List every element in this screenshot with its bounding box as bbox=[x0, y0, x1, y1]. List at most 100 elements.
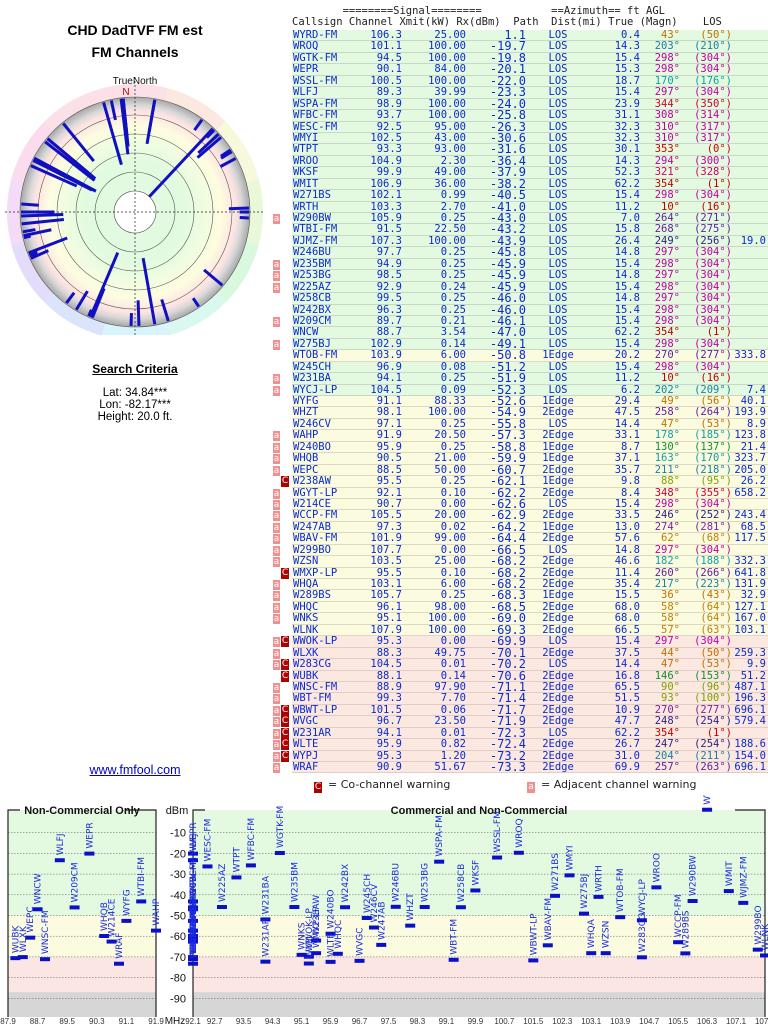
table-row[interactable]: WROQ 101.1 100.00 -19.7 LOS 14.3 203° (210°) bbox=[272, 40, 768, 53]
table-row[interactable]: WFBC-FM 93.7 100.00 -25.8 LOS 31.1 308° (314°) bbox=[272, 109, 768, 122]
callsign[interactable]: WLXK bbox=[293, 646, 319, 659]
table-row[interactable]: a C WLTE 95.9 0.82 -72.4 2Edge 26.7 247° (254°) 18… bbox=[272, 738, 768, 751]
table-row[interactable]: C WMXP-LP 95.5 0.10 -68.2 2Edge 11.4 260° (266°)… bbox=[272, 566, 768, 579]
callsign[interactable]: WBT-FM bbox=[293, 692, 331, 705]
callsign[interactable]: W253BG bbox=[293, 269, 331, 282]
table-row[interactable]: W245CH 96.9 0.08 -51.2 LOS 15.4 298° (304°) bbox=[272, 360, 768, 374]
callsign[interactable]: WLNK bbox=[293, 623, 319, 636]
callsign[interactable]: WRAF bbox=[293, 761, 319, 773]
table-row[interactable]: WNCW 88.7 3.54 -47.0 LOS 62.2 354° (1°) bbox=[272, 326, 768, 339]
callsign[interactable]: WMIT bbox=[293, 177, 319, 190]
callsign[interactable]: W247AB bbox=[293, 520, 331, 533]
callsign[interactable]: WHQB bbox=[293, 452, 319, 465]
callsign[interactable]: WROO bbox=[293, 154, 319, 167]
table-row[interactable]: a W275BJ 102.9 0.14 -49.1 LOS 15.4 298° (304°) bbox=[272, 337, 768, 351]
table-row[interactable]: a WLXK 88.3 49.75 -70.1 2Edge 37.5 44° (50°) 259.… bbox=[272, 646, 768, 660]
table-row[interactable]: a C WVGC 96.7 23.50 -71.9 2Edge 47.7 248° (254°) 5… bbox=[272, 715, 768, 728]
callsign[interactable]: W283CG bbox=[293, 658, 331, 671]
callsign[interactable]: W290BW bbox=[293, 212, 331, 224]
callsign[interactable]: WBWT-LP bbox=[293, 703, 338, 716]
callsign[interactable]: WZSN bbox=[293, 555, 319, 568]
table-row[interactable]: C WUBK 88.1 0.14 -70.6 2Edge 16.8 146° (153°) 51.… bbox=[272, 669, 768, 682]
table-row[interactable]: WTOB-FM 103.9 6.00 -50.8 1Edge 20.2 270° (277°)… bbox=[272, 349, 768, 362]
callsign[interactable]: WYFG bbox=[293, 395, 319, 407]
table-row[interactable]: a WZSN 103.5 25.00 -68.2 2Edge 46.6 182° (188°) 3… bbox=[272, 555, 768, 568]
callsign[interactable]: W299BO bbox=[293, 543, 331, 556]
callsign[interactable]: W245CH bbox=[293, 360, 331, 373]
callsign[interactable]: WHQC bbox=[293, 600, 319, 613]
callsign[interactable]: W271BS bbox=[293, 189, 331, 202]
table-row[interactable]: a W235BM 94.9 0.25 -45.9 LOS 15.4 298° (304°) bbox=[272, 257, 768, 271]
callsign[interactable]: WAHP bbox=[293, 429, 319, 442]
callsign[interactable]: W238AW bbox=[293, 475, 331, 488]
table-row[interactable]: a W214CE 90.7 0.00 -62.6 LOS 15.4 298° (304°) bbox=[272, 497, 768, 511]
callsign[interactable]: WHZT bbox=[293, 406, 319, 419]
callsign[interactable]: WSPA-FM bbox=[293, 97, 338, 110]
table-row[interactable]: WRTH 103.3 2.70 -41.0 LOS 11.2 10° (16°) bbox=[272, 200, 768, 213]
callsign[interactable]: WKSF bbox=[293, 166, 319, 179]
table-row[interactable]: W242BX 96.3 0.25 -46.0 LOS 15.4 298° (304°) bbox=[272, 303, 768, 316]
table-row[interactable]: a C WWOK-LP 95.3 0.00 -69.9 LOS 15.4 297° (304°) bbox=[272, 635, 768, 648]
callsign[interactable]: WEPC bbox=[293, 463, 319, 476]
table-row[interactable]: a WHQB 90.5 21.00 -59.9 1Edge 37.1 163° (170°) 32… bbox=[272, 452, 768, 465]
table-row[interactable]: a WYCJ-LP 104.5 0.09 -52.3 LOS 6.2 202° (209°) 7.… bbox=[272, 384, 768, 396]
table-row[interactable]: a W247AB 97.3 0.02 -64.2 1Edge 13.0 274° (281°) 6… bbox=[272, 520, 768, 534]
table-row[interactable]: W246CV 97.1 0.25 -55.8 LOS 14.4 47° (53°) 8.9 bbox=[272, 418, 768, 431]
table-row[interactable]: a C W231AR 94.1 0.01 -72.3 LOS 62.2 354° (1°) bbox=[272, 727, 768, 740]
callsign[interactable]: W235BM bbox=[293, 257, 331, 270]
table-row[interactable]: a W253BG 98.5 0.25 -45.9 LOS 14.8 297° (304°) bbox=[272, 269, 768, 282]
table-row[interactable]: a W209CM 89.7 0.21 -46.1 LOS 15.4 298° (304°) bbox=[272, 315, 768, 328]
callsign[interactable]: W240BO bbox=[293, 440, 331, 453]
callsign[interactable]: WNSC-FM bbox=[293, 680, 338, 693]
table-row[interactable]: a WBAV-FM 101.9 99.00 -64.4 2Edge 57.6 62° (68°)… bbox=[272, 533, 768, 545]
table-row[interactable]: a C W283CG 104.5 0.01 -70.2 LOS 14.4 47° (53°) 9.9 bbox=[272, 658, 768, 671]
fmfool-link[interactable]: www.fmfool.com bbox=[89, 763, 181, 777]
table-row[interactable]: a WHQA 103.1 6.00 -68.2 2Edge 35.4 217° (223°) 13… bbox=[272, 578, 768, 591]
table-row[interactable]: a WAHP 91.9 20.50 -57.3 2Edge 33.1 178° (185°) 12… bbox=[272, 429, 768, 442]
callsign[interactable]: WGYT-LP bbox=[293, 486, 338, 499]
table-row[interactable]: a C WBWT-LP 101.5 0.06 -71.7 2Edge 10.9 270° (277… bbox=[272, 703, 768, 717]
callsign[interactable]: WLTE bbox=[293, 738, 319, 751]
callsign[interactable]: W242BX bbox=[293, 303, 331, 316]
callsign[interactable]: WJMZ-FM bbox=[293, 234, 338, 247]
table-row[interactable]: WLFJ 89.3 39.99 -23.3 LOS 15.4 297° (304°) bbox=[272, 86, 768, 99]
callsign[interactable]: WVGC bbox=[293, 715, 319, 728]
callsign[interactable]: WROQ bbox=[293, 40, 319, 53]
callsign[interactable]: WLFJ bbox=[293, 86, 319, 99]
callsign[interactable]: WTBI-FM bbox=[293, 223, 338, 236]
table-row[interactable]: WSSL-FM 100.5 100.00 -22.0 LOS 18.7 170° (176°) bbox=[272, 74, 768, 88]
table-row[interactable]: a WNSC-FM 88.9 97.90 -71.1 2Edge 65.5 90° (96°) 4… bbox=[272, 680, 768, 694]
callsign[interactable]: WGTK-FM bbox=[293, 51, 338, 64]
table-row[interactable]: WJMZ-FM 107.3 100.00 -43.9 LOS 26.4 249° (256°)… bbox=[272, 234, 768, 248]
callsign[interactable]: WNKS bbox=[293, 612, 319, 625]
table-row[interactable]: WYFG 91.1 88.33 -52.6 1Edge 29.4 49° (56°) 40.1 bbox=[272, 395, 768, 408]
callsign[interactable]: WUBK bbox=[293, 669, 319, 682]
callsign[interactable]: WMXP-LP bbox=[293, 566, 338, 579]
table-row[interactable]: WTPT 93.3 93.00 -31.6 LOS 30.1 353° (0°) bbox=[272, 144, 768, 156]
table-row[interactable]: WGTK-FM 94.5 100.00 -19.8 LOS 15.4 298° (304°) bbox=[272, 51, 768, 65]
table-row[interactable]: a WGYT-LP 92.1 0.10 -62.2 2Edge 8.4 348° (355°) 6… bbox=[272, 486, 768, 499]
callsign[interactable]: W225AZ bbox=[293, 280, 331, 293]
callsign[interactable]: W275BJ bbox=[293, 337, 331, 350]
table-row[interactable]: WLNK 107.9 100.00 -69.3 2Edge 66.5 57° (63°) 103… bbox=[272, 623, 768, 637]
table-row[interactable]: a W299BO 107.7 0.00 -66.5 LOS 14.8 297° (304°) bbox=[272, 543, 768, 557]
table-row[interactable]: WMYI 102.5 43.00 -30.6 LOS 32.3 310° (317°) bbox=[272, 131, 768, 145]
table-row[interactable]: WSPA-FM 98.9 100.00 -24.0 LOS 23.9 344° (350°) bbox=[272, 97, 768, 111]
callsign[interactable]: WRTH bbox=[293, 200, 319, 213]
table-row[interactable]: a W231BA 94.1 0.25 -51.9 LOS 11.2 10° (16°) bbox=[272, 372, 768, 385]
table-row[interactable]: WTBI-FM 91.5 22.50 -43.2 LOS 15.8 268° (275°) bbox=[272, 223, 768, 236]
callsign[interactable]: WYRD-FM bbox=[293, 29, 338, 41]
table-row[interactable]: C W238AW 95.5 0.25 -62.1 1Edge 9.8 88° (95°) 26.2 bbox=[272, 475, 768, 488]
table-row[interactable]: a W240BO 95.9 0.25 -58.8 1Edge 8.7 130° (137°) 21… bbox=[272, 440, 768, 454]
callsign[interactable]: WTOB-FM bbox=[293, 349, 338, 362]
table-row[interactable]: a WCCP-FM 105.5 20.00 -62.9 2Edge 33.5 246° (252… bbox=[272, 510, 768, 522]
callsign[interactable]: WNCW bbox=[293, 326, 319, 339]
table-row[interactable]: WKSF 99.9 49.00 -37.9 LOS 52.3 321° (328°) bbox=[272, 166, 768, 179]
callsign[interactable]: WMYI bbox=[293, 131, 319, 144]
table-row[interactable]: WHZT 98.1 100.00 -54.9 2Edge 47.5 258° (264°) 19… bbox=[272, 406, 768, 419]
callsign[interactable]: W258CB bbox=[293, 292, 331, 305]
table-row[interactable]: a WHQC 96.1 98.00 -68.5 2Edge 68.0 58° (64°) 127.… bbox=[272, 600, 768, 614]
callsign[interactable]: WSSL-FM bbox=[293, 74, 338, 87]
callsign[interactable]: WWOK-LP bbox=[293, 635, 338, 648]
callsign[interactable]: W214CE bbox=[293, 497, 331, 510]
